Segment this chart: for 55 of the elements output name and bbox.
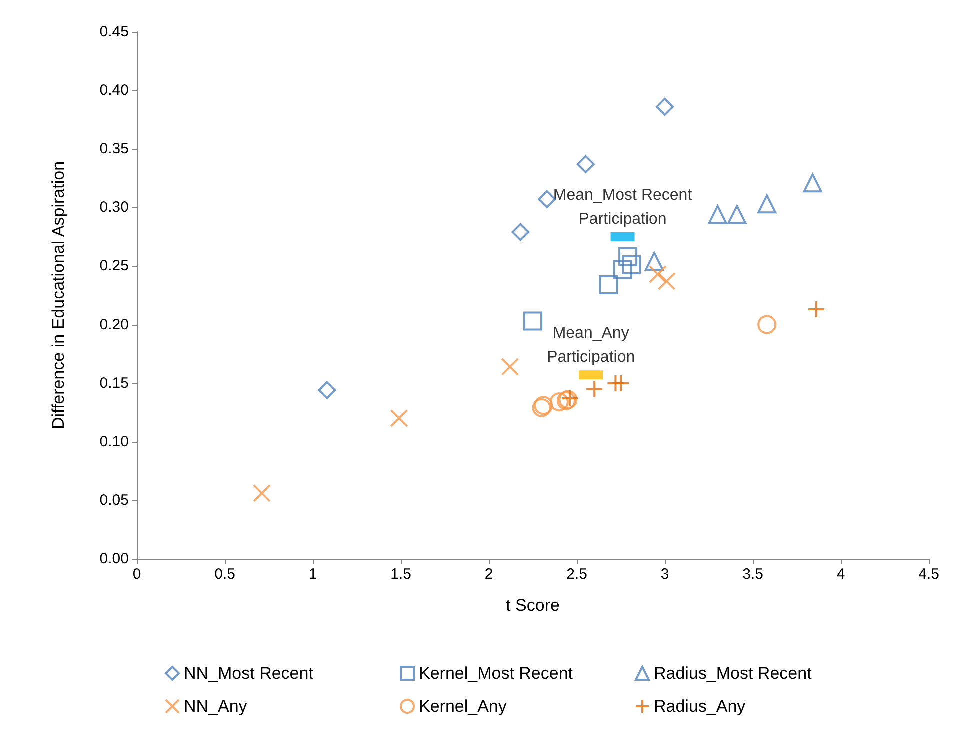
x-tick-label: 2.5 <box>566 566 588 583</box>
point <box>576 155 595 174</box>
point <box>550 392 569 412</box>
point <box>708 205 728 224</box>
point <box>618 247 638 266</box>
y-tick-label: 0.25 <box>100 258 129 275</box>
x-axis-title: t Score <box>506 596 560 615</box>
x-tick-label: 1 <box>308 566 318 583</box>
point <box>648 265 667 284</box>
point <box>612 374 630 392</box>
point <box>758 315 777 334</box>
point <box>252 484 271 502</box>
y-tick-label: 0.05 <box>100 492 129 509</box>
point <box>803 174 822 193</box>
point <box>512 223 530 242</box>
y-tick-label: 0.20 <box>100 316 129 334</box>
series-label: Mean_Most Recent Participation <box>553 186 693 228</box>
point <box>524 312 542 331</box>
point <box>538 190 556 208</box>
legend-label: NN_Any <box>184 697 248 716</box>
point <box>586 380 604 398</box>
y-tick-label: 0.15 <box>100 374 129 392</box>
point <box>318 381 336 400</box>
point <box>658 272 676 290</box>
legend-label: Kernel_Any <box>419 697 508 716</box>
y-tick-label: 0.00 <box>100 550 129 568</box>
legend-label: Radius_Most Recent <box>654 664 812 683</box>
point <box>758 194 777 214</box>
point <box>390 409 408 428</box>
point <box>728 205 747 224</box>
y-tick-label: 0.45 <box>100 24 129 40</box>
legend-label: Kernel_Most Recent <box>419 664 574 683</box>
x-tick-label: 4 <box>836 566 846 583</box>
y-tick-label: 0.10 <box>100 433 129 450</box>
legend-label: NN_Most Recent <box>184 664 314 683</box>
point <box>613 260 632 280</box>
legend-label: Radius_Any <box>654 697 746 716</box>
x-tick-label: 3 <box>660 566 670 583</box>
y-tick-label: 0.35 <box>100 140 129 158</box>
point <box>656 98 674 116</box>
point <box>599 275 618 294</box>
x-tick-label: 0 <box>132 566 142 583</box>
point <box>622 256 642 275</box>
x-tick-label: 2 <box>484 566 494 583</box>
y-tick-label: 0.40 <box>100 82 129 100</box>
x-tick-label: 1.5 <box>390 566 412 583</box>
y-tick-label: 0.30 <box>100 199 129 216</box>
x-tick-label: 0.5 <box>214 566 236 583</box>
x-tick-label: 4.5 <box>918 566 940 583</box>
point <box>807 300 826 319</box>
x-tick-label: 3.5 <box>742 566 764 583</box>
point <box>644 252 664 272</box>
y-axis-title: Difference in Educational Aspiration <box>49 161 68 430</box>
series-label: Mean_Any Participation <box>547 325 636 366</box>
point <box>501 358 520 376</box>
